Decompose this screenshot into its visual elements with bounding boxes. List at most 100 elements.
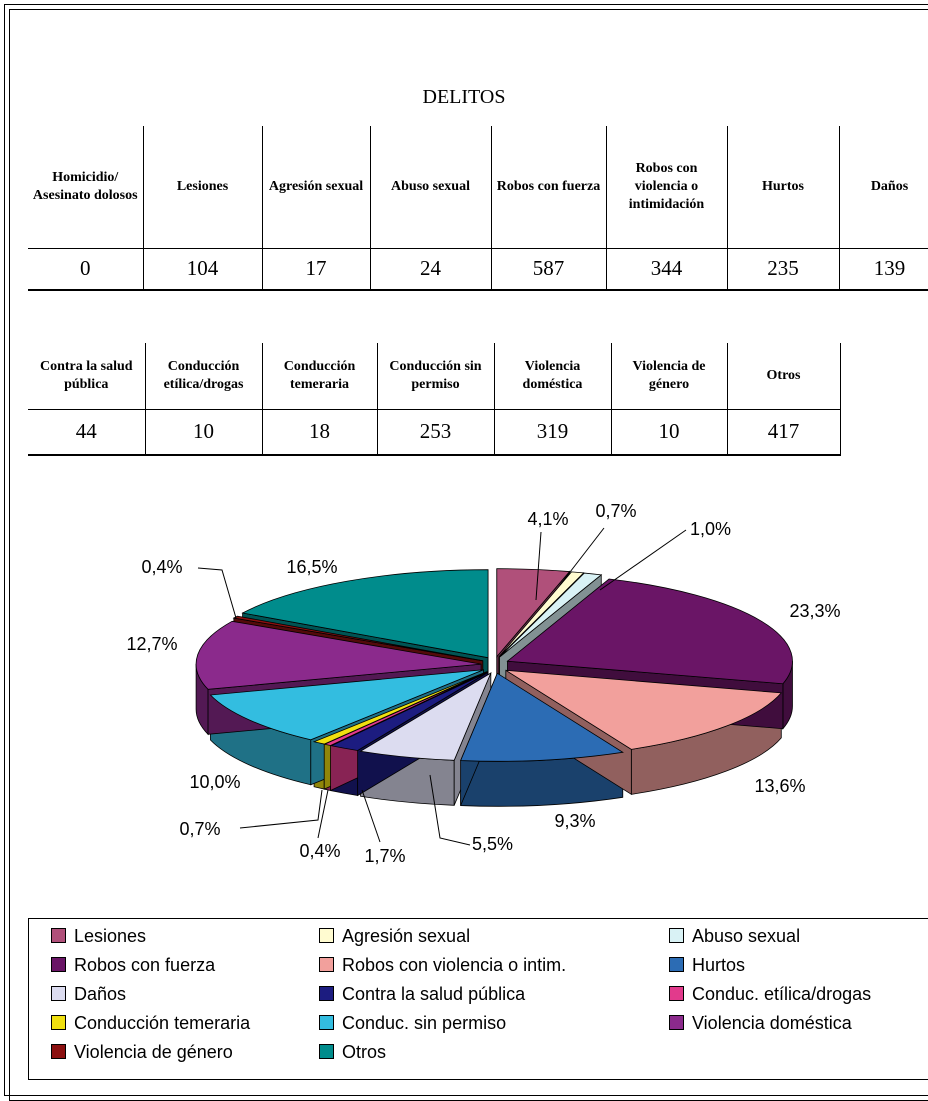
- header-cell: Conducción temeraria: [261, 343, 378, 410]
- data-label: 1,7%: [364, 846, 405, 866]
- data-label: 1,0%: [690, 519, 731, 539]
- legend-label: Hurtos: [692, 955, 746, 975]
- data-label: 13,6%: [754, 776, 805, 796]
- legend-item: Otros: [319, 1042, 386, 1063]
- legend-item: Daños: [51, 984, 126, 1005]
- legend-label: Agresión sexual: [342, 926, 471, 946]
- data-label: 16,5%: [286, 557, 337, 577]
- slice: [241, 569, 489, 659]
- legend-item: Violencia de género: [51, 1042, 233, 1063]
- slice: [460, 672, 624, 762]
- slice: [496, 568, 571, 658]
- legend: Lesiones Agresión sexual Abuso sexual Robos…: [28, 918, 928, 1080]
- slice: [505, 669, 783, 750]
- slice: [499, 572, 603, 658]
- data-label: 0,4%: [141, 557, 182, 577]
- legend-item: Lesiones: [51, 926, 146, 947]
- legend-item: Robos con fuerza: [51, 955, 215, 976]
- slice: [506, 578, 793, 685]
- value-cell: 417: [726, 409, 841, 456]
- table-1: Homicidio/ Asesinato dolosos Lesiones Agre…: [28, 126, 928, 291]
- value-cell: 587: [490, 248, 607, 291]
- legend-swatch: [319, 1044, 334, 1059]
- header-cell: Robos con fuerza: [490, 126, 607, 249]
- legend-label: Robos con violencia o intim.: [342, 955, 567, 975]
- value-cell: 139: [838, 248, 928, 291]
- legend-swatch: [319, 928, 334, 943]
- data-label: 10,0%: [189, 772, 240, 792]
- header-cell: Hurtos: [726, 126, 840, 249]
- slice: [195, 620, 482, 690]
- legend-swatch: [319, 986, 334, 1001]
- value-row: 44 10 18 253 319 10 417: [28, 409, 841, 456]
- value-cell: 10: [610, 409, 728, 456]
- header-cell: Conducción sin permiso: [376, 343, 495, 410]
- data-label: 12,7%: [126, 634, 177, 654]
- header-cell: Robos con violencia o intimidación: [605, 126, 728, 249]
- legend-label: Conduc. sin permiso: [342, 1013, 507, 1033]
- legend-item: Agresión sexual: [319, 926, 470, 947]
- value-cell: 253: [376, 409, 495, 456]
- legend-item: Conducción temeraria: [51, 1013, 250, 1034]
- value-cell: 235: [726, 248, 840, 291]
- legend-swatch: [51, 1044, 66, 1059]
- value-cell: 44: [28, 409, 146, 456]
- leader-line: [535, 531, 542, 601]
- legend-label: Otros: [342, 1042, 387, 1062]
- slice: [330, 671, 489, 751]
- data-label: 5,5%: [472, 834, 513, 854]
- data-label: 0,4%: [299, 841, 340, 861]
- legend-label: Conducción temeraria: [74, 1013, 251, 1033]
- header-cell: Homicidio/ Asesinato dolosos: [28, 126, 144, 249]
- legend-swatch: [51, 957, 66, 972]
- table-2: Contra la salud pública Conducción etílic…: [28, 343, 841, 456]
- header-cell: Daños: [838, 126, 928, 249]
- legend-item: Robos con violencia o intim.: [319, 955, 566, 976]
- legend-item: Contra la salud pública: [319, 984, 525, 1005]
- leader-line: [429, 774, 471, 846]
- legend-swatch: [51, 1015, 66, 1030]
- data-label: 23,3%: [789, 601, 840, 621]
- value-cell: 0: [28, 248, 144, 291]
- header-cell: Violencia de género: [610, 343, 728, 410]
- legend-swatch: [669, 928, 684, 943]
- legend-item: Conduc. sin permiso: [319, 1013, 506, 1034]
- slice: [323, 671, 488, 746]
- leader-line: [559, 527, 605, 586]
- legend-swatch: [319, 1015, 334, 1030]
- header-cell: Contra la salud pública: [28, 343, 146, 410]
- data-label: 4,1%: [527, 509, 568, 529]
- value-cell: 10: [144, 409, 263, 456]
- slice: [498, 571, 585, 658]
- data-label: 0,7%: [179, 819, 220, 839]
- legend-swatch: [51, 986, 66, 1001]
- legend-item: Abuso sexual: [669, 926, 800, 947]
- data-label: 0,7%: [595, 501, 636, 521]
- leader-line: [599, 529, 687, 591]
- header-cell: Abuso sexual: [369, 126, 492, 249]
- legend-item: Hurtos: [669, 955, 745, 976]
- header-row: Contra la salud pública Conducción etílic…: [28, 343, 841, 410]
- leader-line: [361, 789, 381, 843]
- legend-label: Robos con fuerza: [74, 955, 216, 975]
- header-cell: Otros: [726, 343, 841, 410]
- legend-swatch: [669, 1015, 684, 1030]
- legend-swatch: [669, 986, 684, 1001]
- value-row: 0 104 17 24 587 344 235 139: [28, 248, 928, 291]
- legend-item: Violencia doméstica: [669, 1013, 852, 1034]
- legend-label: Conduc. etílica/drogas: [692, 984, 872, 1004]
- data-label: 9,3%: [554, 811, 595, 831]
- header-row: Homicidio/ Asesinato dolosos Lesiones Agre…: [28, 126, 928, 249]
- legend-label: Daños: [74, 984, 127, 1004]
- legend-label: Contra la salud pública: [342, 984, 526, 1004]
- value-cell: 104: [142, 248, 263, 291]
- legend-item: Conduc. etílica/drogas: [669, 984, 871, 1005]
- title: DELITOS: [422, 86, 506, 108]
- leader-line: [317, 789, 329, 839]
- header-cell: Lesiones: [142, 126, 263, 249]
- legend-label: Lesiones: [74, 926, 147, 946]
- value-cell: 344: [605, 248, 728, 291]
- legend-label: Violencia de género: [74, 1042, 233, 1062]
